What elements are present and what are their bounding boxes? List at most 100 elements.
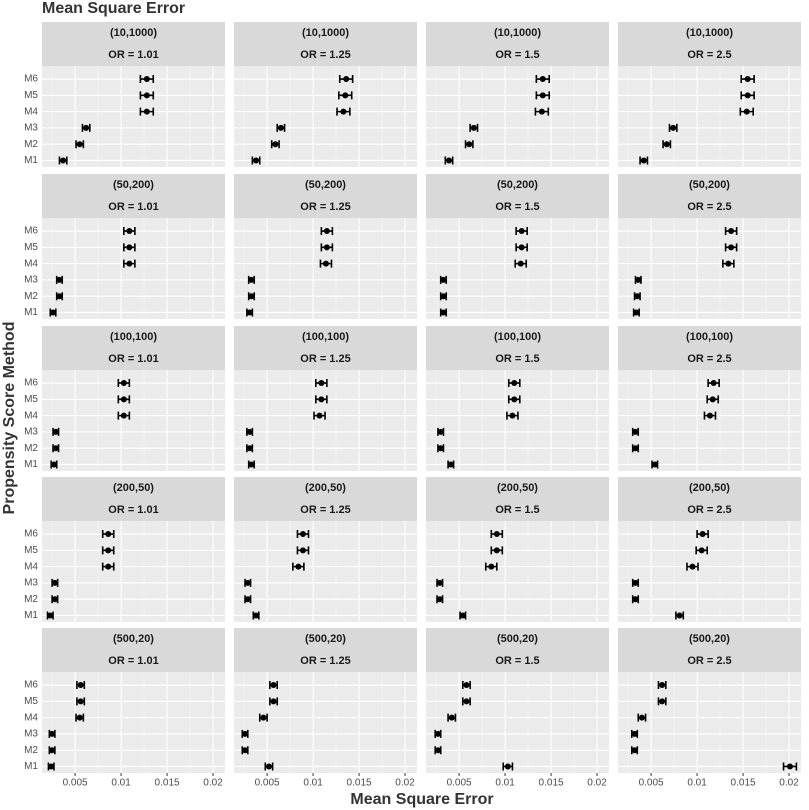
y-tick-label: M2 — [24, 594, 38, 605]
facet-col-label: OR = 2.5 — [687, 353, 731, 365]
point — [631, 730, 638, 737]
point — [437, 428, 444, 435]
facet-col-label: OR = 2.5 — [687, 504, 731, 516]
facet-col-label: OR = 2.5 — [687, 201, 731, 213]
facet-strip — [618, 22, 801, 66]
panel-background — [618, 672, 801, 773]
point — [342, 92, 349, 99]
panel-background — [234, 672, 417, 773]
y-tick-label: M1 — [24, 307, 38, 318]
point — [143, 108, 150, 115]
point — [511, 380, 518, 387]
x-tick-label: 0.02 — [779, 778, 799, 789]
panel-background — [618, 370, 801, 471]
point — [48, 763, 55, 770]
point — [638, 714, 645, 721]
point — [316, 412, 323, 419]
point — [56, 276, 63, 283]
point — [670, 124, 677, 131]
x-tick-label: 0.02 — [203, 778, 223, 789]
y-tick-label: M1 — [24, 761, 38, 772]
point — [246, 428, 253, 435]
y-tick-label: M4 — [24, 258, 38, 269]
point — [270, 682, 277, 689]
y-tick-label: M2 — [24, 139, 38, 150]
y-tick-label: M4 — [24, 712, 38, 723]
facet-strip — [426, 174, 609, 218]
point — [663, 141, 670, 148]
point — [744, 92, 751, 99]
facet-row-label: (50,200) — [305, 179, 346, 191]
panel-background — [618, 66, 801, 167]
point — [260, 714, 267, 721]
panel-background — [426, 218, 609, 319]
y-tick-label: M5 — [24, 696, 38, 707]
point — [728, 244, 735, 251]
facet-col-label: OR = 1.25 — [300, 353, 350, 365]
facet-col-label: OR = 1.01 — [108, 49, 158, 61]
x-tick-label: 0.015 — [155, 778, 180, 789]
panel-background — [234, 218, 417, 319]
x-tick-label: 0.015 — [731, 778, 756, 789]
point — [504, 763, 511, 770]
point — [659, 682, 666, 689]
point — [488, 563, 495, 570]
y-tick-label: M2 — [24, 291, 38, 302]
facet-row-label: (200,50) — [305, 482, 346, 494]
facet-col-label: OR = 1.01 — [108, 655, 158, 667]
facet-strip — [618, 174, 801, 218]
point — [511, 396, 518, 403]
point — [246, 445, 253, 452]
point — [728, 228, 735, 235]
point — [538, 108, 545, 115]
x-tick-label: 0.02 — [395, 778, 415, 789]
facet-strip — [42, 174, 225, 218]
point — [434, 730, 441, 737]
point — [105, 547, 112, 554]
x-tick-label: 0.015 — [539, 778, 564, 789]
x-tick-label: 0.01 — [687, 778, 707, 789]
panel-background — [42, 370, 225, 471]
point — [493, 531, 500, 538]
y-tick-label: M4 — [24, 561, 38, 572]
point — [253, 157, 260, 164]
facet-col-label: OR = 1.5 — [495, 49, 539, 61]
panel-background — [618, 521, 801, 622]
point — [689, 563, 696, 570]
facet-strip — [42, 628, 225, 672]
x-tick-label: 0.005 — [63, 778, 88, 789]
facet-row-label: (500,20) — [497, 633, 538, 645]
point — [744, 76, 751, 83]
facet-strip — [42, 326, 225, 370]
facet-row-label: (100,100) — [110, 331, 157, 343]
facet-strip — [234, 477, 417, 521]
point — [518, 228, 525, 235]
point — [709, 396, 716, 403]
facet-row-label: (10,1000) — [686, 27, 733, 39]
y-tick-label: M4 — [24, 410, 38, 421]
facet-strip — [42, 22, 225, 66]
panel-background — [426, 370, 609, 471]
point — [466, 141, 473, 148]
point — [343, 76, 350, 83]
point — [277, 124, 284, 131]
point — [51, 596, 58, 603]
facet-row-label: (500,20) — [305, 633, 346, 645]
point — [710, 380, 717, 387]
y-tick-label: M3 — [24, 275, 38, 286]
panel-background — [426, 672, 609, 773]
point — [437, 445, 444, 452]
point — [126, 244, 133, 251]
point — [120, 380, 127, 387]
facet-col-label: OR = 1.25 — [300, 655, 350, 667]
panel-background — [234, 370, 417, 471]
point — [632, 596, 639, 603]
facet-strip — [426, 326, 609, 370]
facet-strip — [234, 174, 417, 218]
point — [265, 763, 272, 770]
y-tick-label: M3 — [24, 427, 38, 438]
point — [253, 612, 260, 619]
point — [299, 547, 306, 554]
point — [244, 579, 251, 586]
panel-background — [42, 672, 225, 773]
